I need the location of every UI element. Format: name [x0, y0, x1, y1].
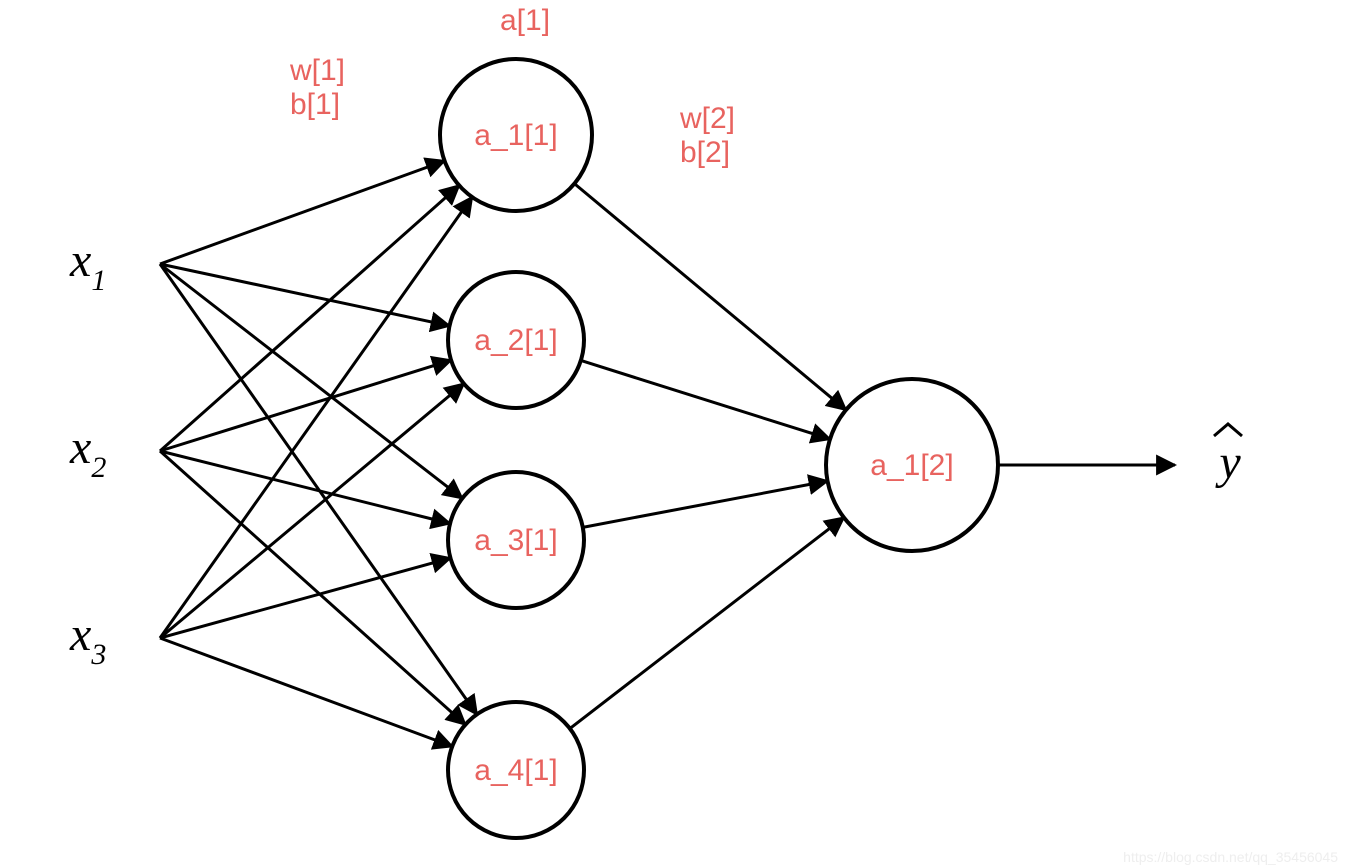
edge-x2-h2: [160, 360, 451, 451]
annotation-layer1-header: a[1]: [500, 4, 550, 37]
output-layer-nodes: a_1[2]: [826, 379, 998, 551]
input-label-x2: x2: [69, 421, 106, 484]
output-label-yhat: y: [1214, 436, 1241, 489]
edge-h1-o1: [574, 184, 846, 410]
watermark-text: https://blog.csdn.net/qq_35456045: [1123, 849, 1338, 865]
hidden-node-label-h3: a_3[1]: [474, 524, 557, 557]
edge-x1-h2: [160, 264, 449, 326]
output-arrow: y: [998, 424, 1242, 489]
edge-x2-h3: [160, 451, 450, 524]
hidden-node-label-h1: a_1[1]: [474, 119, 557, 152]
annotation-b2: b[2]: [680, 136, 730, 169]
input-label-x3: x3: [69, 608, 106, 671]
yhat-hat: [1214, 424, 1242, 436]
input-label-x1: x1: [69, 234, 106, 297]
edges-input-to-hidden: [160, 161, 477, 746]
edges-hidden-to-output: [570, 184, 846, 729]
annotation-w1: w[1]: [289, 54, 345, 87]
edge-x1-h1: [160, 161, 445, 264]
annotation-b1: b[1]: [290, 88, 340, 121]
input-layer-labels: x1 x2 x3: [69, 234, 106, 671]
hidden-node-label-h2: a_2[1]: [474, 324, 557, 357]
edge-x2-h4: [160, 451, 465, 725]
neural-network-diagram: a_1[1] a_2[1] a_3[1] a_4[1] a_1[2] x1 x2 x3 y…: [0, 0, 1346, 868]
edge-x3-h4: [160, 638, 452, 746]
edge-x3-h3: [160, 558, 450, 638]
hidden-node-label-h4: a_4[1]: [474, 754, 557, 787]
output-node-label-o1: a_1[2]: [870, 449, 953, 482]
edge-h4-o1: [570, 517, 844, 728]
edge-h3-o1: [583, 481, 828, 527]
annotation-w2: w[2]: [679, 102, 735, 135]
edge-h2-o1: [581, 360, 830, 439]
